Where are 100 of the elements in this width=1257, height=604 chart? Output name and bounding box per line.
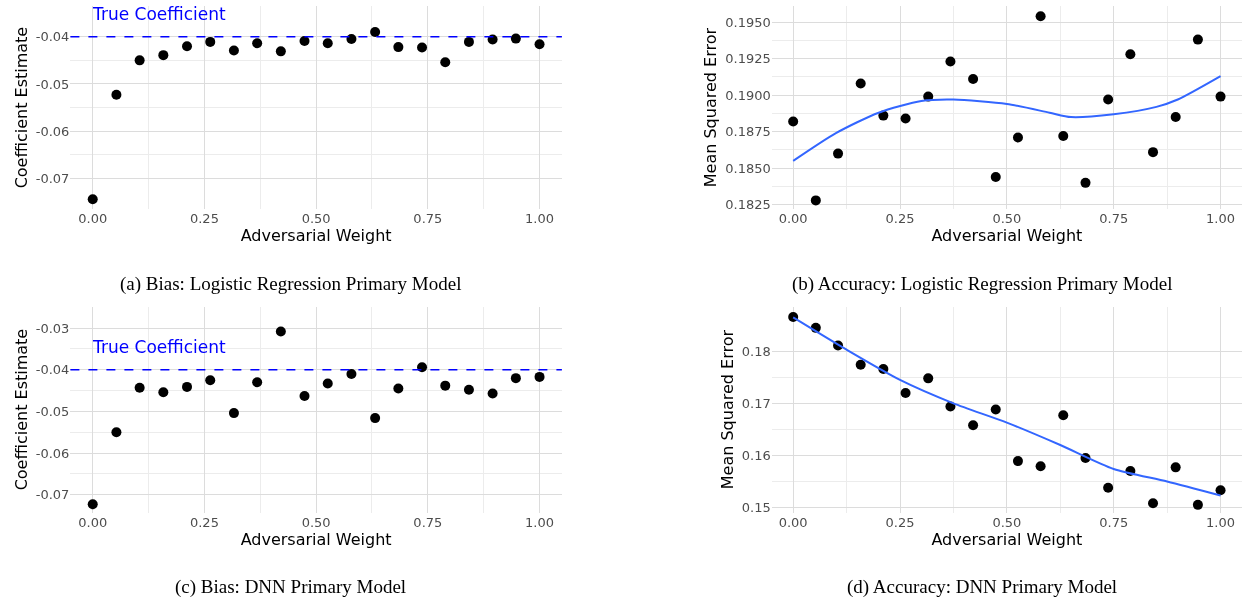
y-tick-label: -0.04 (35, 362, 70, 378)
x-tick-label: 0.50 (301, 514, 331, 530)
y-tick-label: -0.03 (35, 320, 70, 336)
point (510, 33, 521, 44)
point (1148, 147, 1159, 158)
y-tick-label: 0.15 (741, 500, 771, 515)
point (417, 42, 428, 53)
y-tick-label: -0.05 (35, 76, 70, 92)
y-axis-title: Mean Squared Error (717, 329, 737, 490)
y-axis-title: Mean Squared Error (701, 27, 721, 188)
x-axis-title: Adversarial Weight (240, 226, 392, 246)
point (1012, 132, 1023, 143)
point (182, 41, 193, 52)
point (810, 195, 821, 206)
point (1192, 499, 1203, 510)
x-tick-label: 1.00 (1206, 514, 1236, 530)
x-axis-title: Adversarial Weight (931, 226, 1083, 246)
x-tick-label: 0.50 (992, 514, 1022, 530)
point (370, 26, 381, 37)
point (111, 427, 122, 438)
text: (b) Accuracy: Logistic Regression Primary Model (792, 273, 1173, 295)
y-tick-label: -0.05 (35, 404, 70, 420)
line-series (792, 75, 1222, 162)
point (252, 38, 263, 49)
point (923, 373, 934, 384)
point (134, 55, 145, 66)
point (393, 383, 404, 394)
point (1215, 485, 1226, 496)
x-tick-label: 0.25 (885, 514, 915, 530)
point (1035, 461, 1046, 472)
point (900, 387, 911, 398)
point (534, 39, 545, 50)
point (299, 35, 310, 46)
point (322, 378, 333, 389)
x-tick-label: 0.00 (78, 514, 108, 530)
x-tick-label: 0.00 (78, 211, 108, 227)
y-tick-label: -0.04 (35, 29, 70, 45)
text: (d) Accuracy: DNN Primary Model (847, 576, 1118, 598)
point (1125, 49, 1136, 60)
y-tick-label: 0.1950 (725, 14, 771, 30)
x-tick-label: 0.75 (1099, 211, 1129, 227)
point (510, 373, 521, 384)
point (228, 408, 239, 419)
point (346, 368, 357, 379)
point (1170, 112, 1181, 123)
x-tick-label: 0.25 (885, 211, 915, 227)
point (1035, 11, 1046, 22)
point (440, 57, 451, 68)
point (945, 56, 956, 67)
point (182, 381, 193, 392)
x-axis-title: Adversarial Weight (931, 529, 1083, 549)
point (275, 46, 286, 57)
point (87, 194, 98, 205)
point (299, 391, 310, 402)
ref-line-label: True Coefficient (92, 4, 226, 24)
point (111, 89, 122, 100)
y-tick-label: -0.07 (35, 487, 70, 503)
point (134, 382, 145, 393)
y-tick-label: -0.06 (35, 123, 70, 139)
point (205, 375, 216, 386)
y-axis-title: Coefficient Estimate (11, 328, 31, 491)
point (1215, 91, 1226, 102)
point (322, 38, 333, 49)
point (855, 359, 866, 370)
point (158, 387, 169, 398)
point (1148, 498, 1159, 509)
point (990, 404, 1001, 415)
y-tick-label: 0.1850 (725, 160, 771, 176)
x-tick-label: 1.00 (1206, 211, 1236, 227)
point (205, 36, 216, 47)
point (534, 371, 545, 382)
point (1192, 34, 1203, 45)
y-tick-label: 0.1875 (725, 124, 771, 140)
point (87, 499, 98, 510)
text: (a) Bias: Logistic Regression Primary Model (120, 273, 462, 295)
point (252, 377, 263, 388)
point (1058, 410, 1069, 421)
point (228, 45, 239, 56)
point (968, 74, 979, 85)
point (463, 384, 474, 395)
point (1103, 94, 1114, 105)
x-tick-label: 0.00 (778, 211, 808, 227)
point (393, 42, 404, 53)
x-axis-title: Adversarial Weight (240, 529, 392, 549)
point (275, 326, 286, 337)
x-tick-label: 1.00 (525, 211, 555, 227)
y-tick-label: -0.07 (35, 170, 70, 186)
y-tick-label: 0.1925 (725, 51, 771, 67)
point (1012, 456, 1023, 467)
x-tick-label: 0.75 (413, 514, 443, 530)
point (1103, 482, 1114, 493)
point (417, 362, 428, 373)
x-tick-label: 0.00 (778, 514, 808, 530)
y-tick-label: 0.16 (741, 447, 771, 463)
point (1170, 462, 1181, 473)
y-tick-label: 0.1825 (725, 197, 771, 213)
point (463, 36, 474, 47)
point (440, 380, 451, 391)
point (1080, 177, 1091, 188)
y-axis-title: Coefficient Estimate (11, 26, 31, 189)
